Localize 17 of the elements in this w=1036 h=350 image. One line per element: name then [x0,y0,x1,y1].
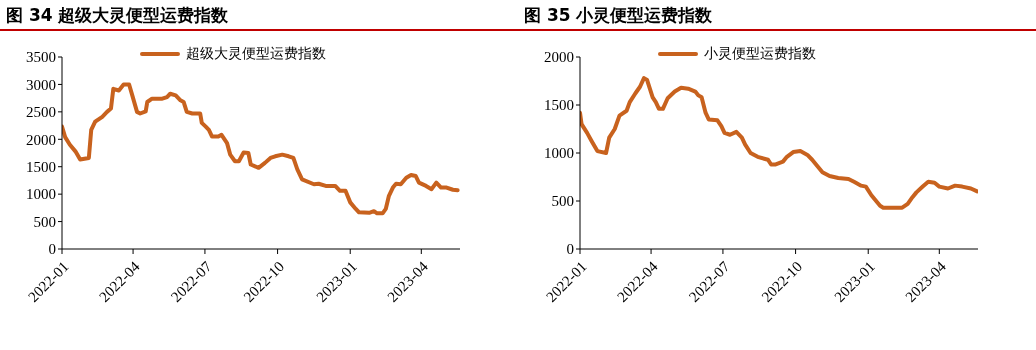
y-tick-label: 3000 [26,76,56,93]
y-tick-label: 0 [48,241,56,258]
y-tick-label: 0 [566,241,574,258]
chart-title: 图 35 小灵便型运费指数 [518,0,1036,31]
y-tick-label: 2000 [26,131,56,148]
y-tick-label: 500 [33,213,56,230]
legend-label: 超级大灵便型运费指数 [186,45,326,63]
y-tick-label: 2500 [26,104,56,121]
y-tick-label: 3500 [26,49,56,66]
legend-label: 小灵便型运费指数 [704,45,816,63]
y-tick-label: 1000 [26,186,56,203]
y-tick-label: 1500 [26,159,56,176]
y-tick-label: 500 [551,193,574,210]
y-tick-label: 1500 [544,97,574,114]
y-tick-label: 1000 [544,145,574,162]
y-tick-label: 2000 [544,49,574,66]
chart-title: 图 34 超级大灵便型运费指数 [0,0,518,31]
